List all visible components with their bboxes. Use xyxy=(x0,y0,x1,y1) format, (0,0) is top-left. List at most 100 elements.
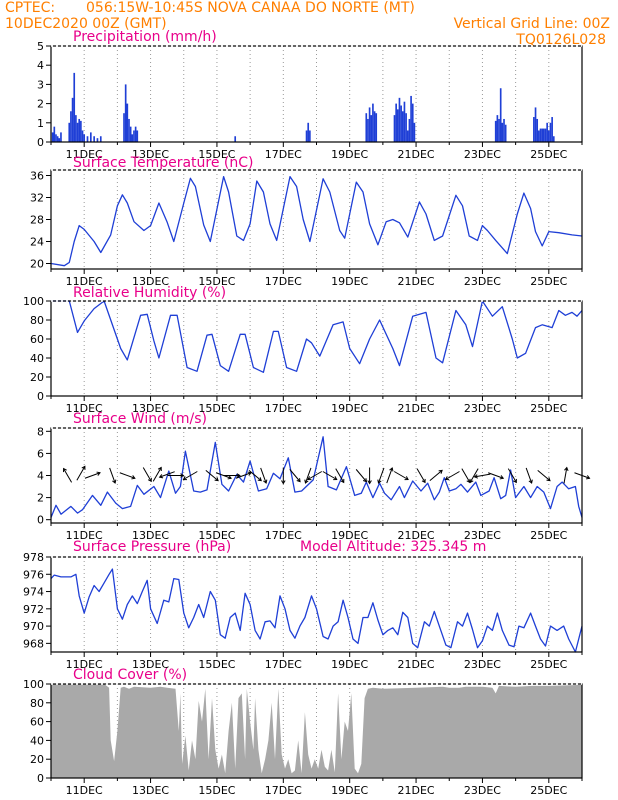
wind-arrow-shaft xyxy=(260,467,267,484)
wind-arrow-head xyxy=(333,476,338,481)
cloud-cover-y-tick-label: 40 xyxy=(30,734,44,747)
wind-direction-arrow xyxy=(182,471,198,481)
cloud-cover-x-tick-label: 13DEC xyxy=(132,784,169,797)
precipitation-bar xyxy=(307,122,310,142)
wind-direction-arrow xyxy=(322,471,338,481)
wind-x-tick-label: 13DEC xyxy=(132,529,169,542)
precipitation-bar xyxy=(368,107,371,142)
precipitation-bar xyxy=(547,130,550,142)
wind-direction-arrow xyxy=(248,469,262,482)
precipitation-bar xyxy=(83,134,86,142)
wind-arrow-head xyxy=(180,473,185,478)
wind-arrow-head xyxy=(585,475,591,480)
wind-arrow-head xyxy=(444,476,450,481)
temperature-panel: Surface Temperature (nC) 20 24 28 32 36 11DEC 1… xyxy=(30,155,583,288)
wind-arrow-head xyxy=(389,467,394,472)
wind-arrow-head xyxy=(473,474,478,479)
humidity-y-tick-label: 0 xyxy=(37,390,44,403)
wind-direction-arrow xyxy=(469,468,479,484)
wind-arrow-shaft xyxy=(537,469,551,482)
precipitation-bar xyxy=(128,118,130,142)
wind-y-tick-label: 4 xyxy=(37,470,44,483)
precipitation-bar xyxy=(551,117,553,142)
precipitation-bar xyxy=(501,122,504,142)
humidity-y-tick-label: 60 xyxy=(30,333,44,346)
cloud-cover-x-tick-label: 25DEC xyxy=(530,784,567,797)
wind-arrow-shaft xyxy=(63,468,73,483)
wind-x-tick-label: 11DEC xyxy=(66,529,103,542)
wind-arrow-head xyxy=(469,478,474,484)
wind-arrow-head xyxy=(236,473,241,478)
wind-arrow-shaft xyxy=(215,472,232,479)
humidity-x-tick-label: 11DEC xyxy=(66,402,103,415)
wind-arrow-shaft xyxy=(378,467,385,484)
temperature-line xyxy=(50,175,583,267)
precipitation-y-tick-label: 1 xyxy=(37,117,44,130)
wind-direction-arrow xyxy=(142,467,152,483)
wind-y-tick-label: 8 xyxy=(37,425,44,438)
precipitation-bar xyxy=(309,130,311,142)
precipitation-bar xyxy=(375,113,378,142)
precipitation-bar xyxy=(533,117,535,142)
wind-arrow-shaft xyxy=(469,468,479,483)
precipitation-bar xyxy=(410,95,412,142)
wind-direction-arrow xyxy=(377,467,385,484)
wind-title: Surface Wind (m/s) xyxy=(73,411,207,427)
precipitation-bar xyxy=(134,126,137,142)
wind-arrow-head xyxy=(96,471,101,476)
precipitation-bar xyxy=(305,130,308,142)
wind-arrow-head xyxy=(263,479,268,484)
wind-direction-arrow xyxy=(507,468,517,484)
wind-direction-arrow xyxy=(76,465,86,481)
precipitation-bar xyxy=(123,113,125,142)
wind-direction-arrow xyxy=(289,469,301,483)
wind-direction-arrow xyxy=(525,467,533,484)
wind-direction-arrow xyxy=(335,468,345,484)
header-model-id: TQ0126L028 xyxy=(515,32,606,48)
pressure-y-tick-label: 972 xyxy=(23,603,44,616)
temperature-x-tick-label: 15DEC xyxy=(198,275,235,288)
precipitation-bar xyxy=(133,130,135,142)
pressure-panel: Surface Pressure (hPa) Model Altitude: 32… xyxy=(23,539,583,671)
wind-direction-arrow xyxy=(167,473,185,478)
precipitation-bar xyxy=(536,118,539,142)
wind-direction-arrow xyxy=(152,466,162,482)
wind-arrow-head xyxy=(214,477,219,482)
precipitation-bar xyxy=(365,113,368,142)
precipitation-bar xyxy=(541,128,544,142)
cloud-cover-x-tick-label: 17DEC xyxy=(265,784,302,797)
cloud-cover-x-tick-label: 15DEC xyxy=(198,784,235,797)
pressure-x-tick-label: 25DEC xyxy=(530,658,567,671)
precipitation-bar xyxy=(396,109,399,142)
precipitation-bar xyxy=(80,120,82,142)
precipitation-bar xyxy=(494,120,497,142)
humidity-y-tick-label: 80 xyxy=(30,314,44,327)
humidity-x-tick-label: 25DEC xyxy=(530,402,567,415)
wind-direction-arrow xyxy=(119,472,136,480)
wind-arrow-shaft xyxy=(386,467,393,484)
cloud-cover-x-tick-label: 11DEC xyxy=(66,784,103,797)
wind-arrow-head xyxy=(499,475,505,480)
wind-direction-arrow xyxy=(223,473,241,478)
wind-arrow-shaft xyxy=(335,468,345,483)
wind-arrow-head xyxy=(257,477,262,482)
precipitation-x-tick-label: 17DEC xyxy=(265,148,302,161)
pressure-x-tick-label: 11DEC xyxy=(66,658,103,671)
cloud-cover-x-tick-label: 23DEC xyxy=(464,784,501,797)
wind-arrow-head xyxy=(247,471,252,476)
header-source-label: CPTEC: xyxy=(5,0,55,16)
wind-direction-arrow xyxy=(386,467,394,484)
wind-arrow-shaft xyxy=(84,472,101,479)
temperature-x-tick-label: 25DEC xyxy=(530,275,567,288)
pressure-line xyxy=(50,568,583,653)
precipitation-y-tick-label: 2 xyxy=(37,98,44,111)
wind-arrow-shaft xyxy=(507,468,517,483)
wind-arrow-shaft xyxy=(205,469,219,482)
wind-panel: Surface Wind (m/s) 0 2 4 6 8 11DEC 13DEC 15DEC 17… xyxy=(37,411,591,542)
precipitation-bar xyxy=(96,138,99,142)
wind-arrow-head xyxy=(512,478,517,484)
pressure-model-altitude: Model Altitude: 325.345 m xyxy=(300,539,486,555)
pressure-x-tick-label: 15DEC xyxy=(198,658,235,671)
wind-direction-arrow xyxy=(158,471,175,479)
wind-direction-arrow xyxy=(215,472,232,480)
